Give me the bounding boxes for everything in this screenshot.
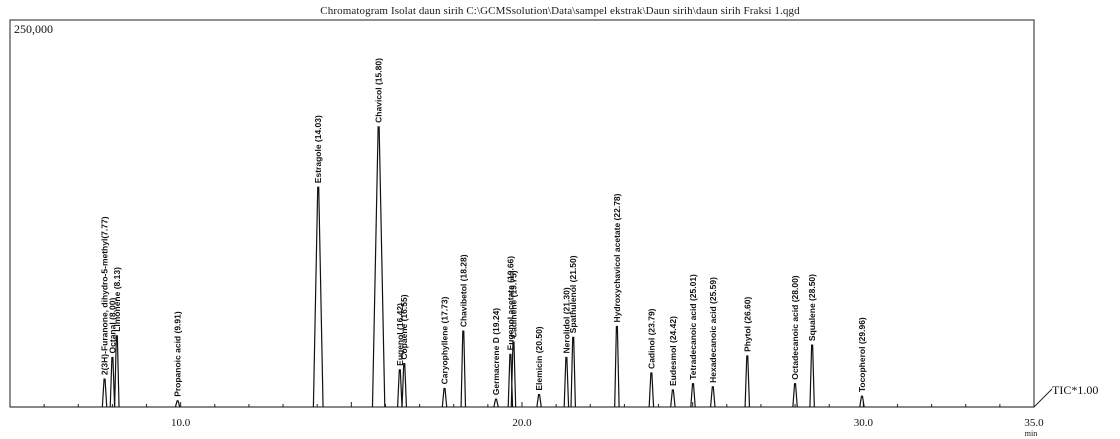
peak-label: Eudesmol (24.42)	[668, 316, 678, 386]
peak-label: Propanoic acid (9.91)	[173, 311, 183, 397]
peak-label: Estragole (14.03)	[313, 115, 323, 183]
chromatogram-peak	[670, 389, 676, 408]
peak-label: Nerolidol (21.30)	[561, 287, 571, 353]
chromatogram-peak	[859, 395, 865, 408]
chromatogram-peak	[710, 386, 716, 408]
peak-label: Hydroxychavicol acetate (22.78)	[612, 193, 622, 322]
chromatogram-peak	[174, 400, 181, 408]
chromatogram-peak	[570, 336, 576, 408]
chart-title: Chromatogram Isolat daun sirih C:\GCMSso…	[320, 5, 800, 17]
peak-labels: 2(3H)-Furanone, dihydro-5-methyl(7.77)Oc…	[100, 58, 867, 397]
plot-frame	[9, 19, 1035, 408]
x-axis-ticks: 10.0 20.0 30.0 35.0	[43, 402, 1044, 429]
y-max-label: 250,000	[14, 22, 53, 36]
peak-label: Caryophyllene (17.73)	[440, 296, 450, 384]
chromatogram-peak	[563, 356, 570, 408]
peak-label: Squalene (28.50)	[807, 274, 817, 341]
chromatogram-peak	[809, 344, 815, 408]
chromatogram-peak	[441, 387, 448, 408]
x-tick-label: 20.0	[512, 417, 532, 429]
chromatogram-peak	[460, 330, 467, 408]
chromatogram-peak	[493, 398, 499, 408]
chromatogram-peak	[371, 126, 386, 408]
peak-label: Spathulenol (21.50)	[568, 255, 578, 333]
chromatogram-peak	[114, 335, 120, 408]
peak-label: Eugenol (16.42)	[395, 303, 405, 366]
peak-label: Cadinene (19.75)	[508, 270, 518, 338]
peak-label: Octanal (8.00)	[107, 298, 117, 354]
peak-label: 2(3H)-Furanone, dihydro-5-methyl(7.77)	[100, 216, 110, 375]
peak-label: Chavicol (15.80)	[374, 58, 384, 123]
peak-label: Chavibetol (18.28)	[458, 254, 468, 327]
x-unit-label: min	[1025, 429, 1037, 438]
series-label: TIC*1.00	[1052, 383, 1098, 397]
chromatogram-peak	[101, 378, 108, 408]
chromatogram-peak	[744, 355, 751, 408]
peak-label: Eugenol acetate (19.66)	[505, 256, 515, 351]
peak-label: Germacrene D (19.24)	[491, 308, 501, 396]
chromatogram-peak	[690, 383, 696, 408]
x-tick-label: 10.0	[171, 417, 191, 429]
chromatogram-trace	[10, 126, 1034, 408]
peak-label: Hexadecanoic acid (25.59)	[708, 277, 718, 383]
peak-label: Tetradecanoic acid (25.01)	[688, 274, 698, 380]
peak-label: Octadecanoic acid (28.00)	[790, 275, 800, 380]
x-tick-label: 35.0	[1024, 417, 1044, 429]
peak-label: Limonene (8.13)	[112, 267, 122, 332]
chromatogram-peak	[792, 383, 798, 408]
chromatogram-peak	[312, 186, 324, 408]
x-tick-label: 30.0	[854, 417, 874, 429]
chromatogram-peak	[536, 394, 542, 408]
chromatogram-peak	[510, 341, 517, 408]
chromatogram-peak	[648, 372, 655, 408]
chromatogram-peak	[397, 369, 403, 408]
chromatogram-peak	[614, 325, 620, 408]
series-pointer	[1033, 388, 1053, 408]
chromatogram-peak	[109, 356, 116, 408]
chromatogram-peak	[401, 363, 408, 408]
peak-label: Elemicin (20.50)	[534, 326, 544, 390]
peak-label: Phytol (26.60)	[742, 296, 752, 351]
peak-label: Copaene (16.55)	[399, 294, 409, 359]
peak-label: Cadinol (23.79)	[646, 308, 656, 369]
peak-label: Tocopherol (29.96)	[857, 317, 867, 392]
